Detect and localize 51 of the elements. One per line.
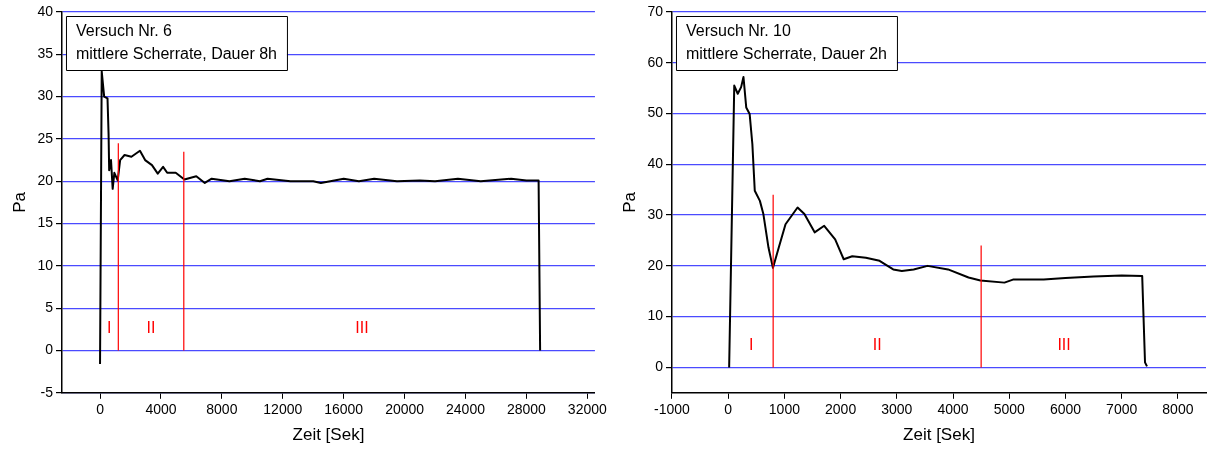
y-axis-title: Pa xyxy=(9,191,29,213)
text: mittlere Scherrate, Dauer 8h xyxy=(75,45,277,63)
x-tick-label: 4000 xyxy=(145,401,177,418)
x-tick-label: 28000 xyxy=(506,401,547,418)
x-tick-label: -1000 xyxy=(654,401,691,418)
y-tick-label: 30 xyxy=(647,205,664,222)
x-tick-label: 24000 xyxy=(446,401,486,418)
x-tick-label: 6000 xyxy=(1049,401,1082,418)
x-axis-title: Zeit [Sek] xyxy=(903,425,975,445)
x-tick-label: 5000 xyxy=(993,401,1026,418)
text: mittlere Scherrate, Dauer 2h xyxy=(685,45,887,63)
y-tick-label: 15 xyxy=(37,214,54,231)
y-tick-label: 50 xyxy=(647,104,664,121)
x-tick-label: 4000 xyxy=(937,401,969,418)
annotation: II xyxy=(146,318,156,336)
y-tick-label: -5 xyxy=(40,383,54,400)
x-tick-label: 20000 xyxy=(385,401,425,418)
annotation: I xyxy=(748,335,754,353)
annotation: II xyxy=(872,335,882,353)
y-tick-label: 35 xyxy=(37,45,54,62)
x-tick-label: 12000 xyxy=(263,401,303,418)
x-tick-label: 7000 xyxy=(1106,401,1138,418)
x-tick-label: 0 xyxy=(96,401,105,418)
y-tick-label: 60 xyxy=(647,53,664,70)
y-axis-title: Pa xyxy=(619,191,639,213)
x-axis-title: Zeit [Sek] xyxy=(292,425,365,445)
y-tick-label: 20 xyxy=(647,256,664,273)
x-tick-label: 0 xyxy=(724,401,733,418)
annotation: III xyxy=(355,318,369,336)
y-tick-label: 0 xyxy=(45,341,54,358)
y-tick-label: 30 xyxy=(37,87,54,104)
y-tick-label: 5 xyxy=(45,299,54,316)
y-tick-label: 25 xyxy=(37,129,54,146)
x-tick-label: 16000 xyxy=(324,401,364,418)
y-tick-label: 20 xyxy=(37,172,54,189)
x-tick-label: 8000 xyxy=(206,401,238,418)
y-tick-label: 70 xyxy=(647,2,664,19)
y-tick-label: 40 xyxy=(37,2,54,19)
y-tick-label: 10 xyxy=(37,256,54,273)
annotation: I xyxy=(106,318,112,336)
x-tick-label: 8000 xyxy=(1162,401,1194,418)
annotation: III xyxy=(1057,335,1071,353)
y-tick-label: 0 xyxy=(655,358,664,375)
x-tick-label: 3000 xyxy=(881,401,913,418)
text: Versuch Nr. 10 xyxy=(685,22,792,40)
x-tick-label: 2000 xyxy=(825,401,857,418)
text: Versuch Nr. 6 xyxy=(75,22,173,40)
x-tick-label: 1000 xyxy=(768,401,801,418)
y-tick-label: 10 xyxy=(647,307,664,324)
y-tick-label: 40 xyxy=(647,155,664,172)
x-tick-label: 32000 xyxy=(567,401,608,418)
